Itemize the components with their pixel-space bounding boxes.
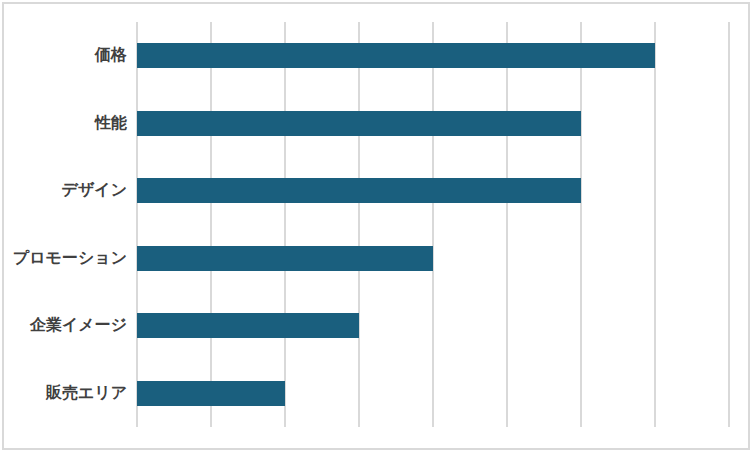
bar-row [137,360,729,428]
category-label: 価格 [4,22,127,90]
chart-frame: 価格性能デザインプロモーション企業イメージ販売エリア [2,2,750,450]
plot-area [137,22,729,427]
bar-row [137,225,729,293]
category-label: 性能 [4,90,127,158]
bar [137,381,285,406]
category-label: プロモーション [4,225,127,293]
bar-row [137,157,729,225]
bar [137,313,359,338]
bar [137,43,655,68]
category-label: デザイン [4,157,127,225]
bar [137,111,581,136]
bar [137,246,433,271]
bars [137,22,729,427]
bar-row [137,292,729,360]
category-label: 販売エリア [4,360,127,428]
bar-row [137,22,729,90]
category-label: 企業イメージ [4,292,127,360]
bar-row [137,90,729,158]
bar [137,178,581,203]
category-labels: 価格性能デザインプロモーション企業イメージ販売エリア [4,22,127,427]
